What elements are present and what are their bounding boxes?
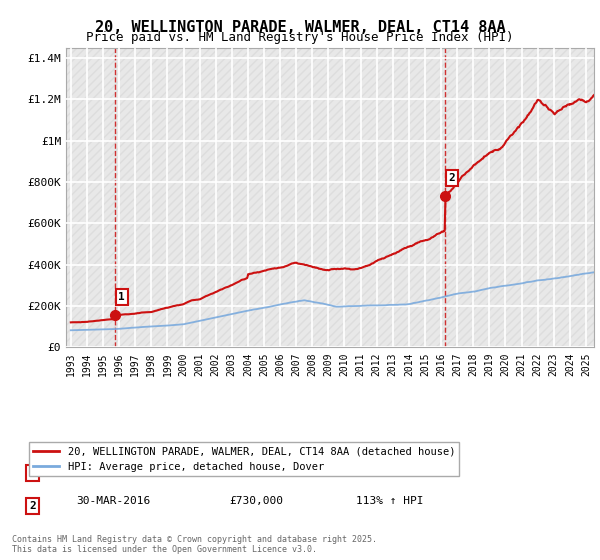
Text: Contains HM Land Registry data © Crown copyright and database right 2025.
This d: Contains HM Land Registry data © Crown c… [12, 535, 377, 554]
Text: 2: 2 [448, 173, 455, 183]
Text: 1: 1 [29, 468, 36, 478]
Text: 113% ↑ HPI: 113% ↑ HPI [356, 497, 424, 506]
Text: 2: 2 [29, 501, 36, 511]
Legend: 20, WELLINGTON PARADE, WALMER, DEAL, CT14 8AA (detached house), HPI: Average pri: 20, WELLINGTON PARADE, WALMER, DEAL, CT1… [29, 442, 459, 476]
Text: 81% ↑ HPI: 81% ↑ HPI [356, 466, 417, 477]
Text: 30-MAR-2016: 30-MAR-2016 [77, 497, 151, 506]
Text: 20, WELLINGTON PARADE, WALMER, DEAL, CT14 8AA: 20, WELLINGTON PARADE, WALMER, DEAL, CT1… [95, 20, 505, 35]
Text: 06-OCT-1995: 06-OCT-1995 [77, 466, 151, 477]
Text: £154,000: £154,000 [230, 466, 284, 477]
Text: Price paid vs. HM Land Registry's House Price Index (HPI): Price paid vs. HM Land Registry's House … [86, 31, 514, 44]
Text: £730,000: £730,000 [230, 497, 284, 506]
Text: 1: 1 [118, 292, 125, 302]
